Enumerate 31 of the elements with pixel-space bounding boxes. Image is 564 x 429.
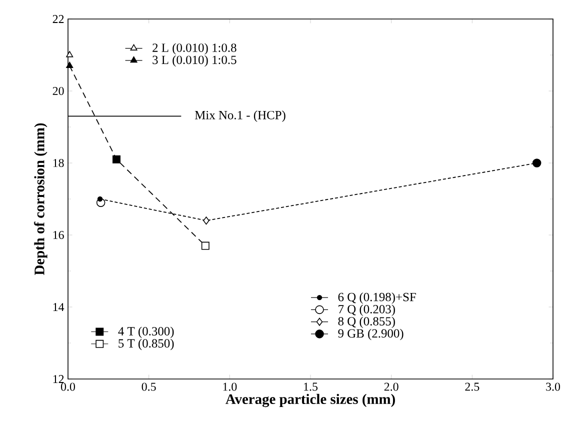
- point: [112, 155, 120, 164]
- legend-label: 9 GB (2.900): [338, 328, 404, 340]
- legend-label: 3 L (0.010) 1:0.5: [152, 55, 236, 67]
- legend-label: 4 T (0.300): [118, 326, 174, 338]
- point: [203, 216, 210, 225]
- y-tick-label: 12: [53, 375, 64, 383]
- point: [532, 158, 542, 168]
- legend-label: 7 Q (0.203): [338, 304, 395, 316]
- y-tick-label: 18: [53, 158, 64, 168]
- x-tick-label: 1.5: [304, 382, 318, 391]
- legend-label: 5 T (0.850): [118, 338, 174, 350]
- point: [97, 196, 103, 202]
- x-tick-label: 0.0: [60, 382, 76, 391]
- y-tick-label: 20: [52, 86, 64, 96]
- legend-label: 6 Q (0.198)+SF: [338, 292, 416, 304]
- x-axis-title: Average particle sizes (mm): [226, 394, 395, 408]
- legend-label: 2 L (0.010) 1:0.8: [152, 43, 236, 55]
- series-label: Mix No.1 - (HCP): [194, 110, 286, 122]
- point: [66, 51, 74, 58]
- x-tick-label: 0.5: [142, 382, 156, 391]
- y-tick-label: 16: [53, 230, 64, 240]
- x-tick-label: 1.0: [223, 382, 237, 391]
- point: [201, 242, 210, 250]
- y-tick-label: 22: [52, 15, 64, 23]
- y-axis-title: Depth of corrosion (mm): [34, 123, 48, 276]
- point: [66, 62, 74, 68]
- legend-label: 8 Q (0.855): [338, 316, 395, 328]
- y-tick-label: 14: [53, 303, 64, 311]
- x-tick-label: 3.0: [546, 382, 560, 391]
- x-tick-label: 2.0: [384, 382, 398, 391]
- x-tick-label: 2.5: [465, 382, 480, 391]
